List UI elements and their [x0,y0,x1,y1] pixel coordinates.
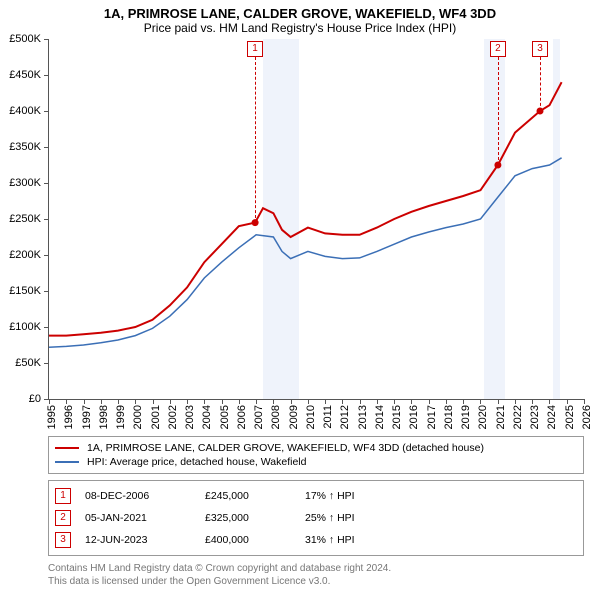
sale-marker: 1 [247,41,263,57]
legend: 1A, PRIMROSE LANE, CALDER GROVE, WAKEFIE… [48,436,584,474]
x-tick-label: 2011 [322,405,334,429]
x-tick-label: 2009 [288,405,300,429]
x-tick-label: 2005 [219,405,231,429]
x-tick-label: 1996 [63,405,75,429]
sale-price: £245,000 [205,490,305,502]
x-tick-label: 2021 [495,405,507,429]
sale-row: 2 05-JAN-2021£325,00025% ↑ HPI [55,507,577,529]
x-tick-label: 2017 [426,405,438,429]
legend-label: HPI: Average price, detached house, Wake… [87,456,306,468]
x-tick-label: 1997 [81,405,93,429]
sale-marker-line [255,57,256,223]
x-tick-label: 1995 [46,405,58,429]
x-tick-label: 2004 [201,405,213,429]
y-tick-label: £200K [9,249,41,261]
sale-row: 1 08-DEC-2006£245,00017% ↑ HPI [55,485,577,507]
x-tick-label: 2010 [305,405,317,429]
sale-price: £325,000 [205,512,305,524]
x-tick-label: 2025 [564,405,576,429]
sale-row-marker: 2 [55,510,71,526]
x-tick-label: 2016 [408,405,420,429]
sale-pct: 17% ↑ HPI [305,490,577,502]
legend-item: 1A, PRIMROSE LANE, CALDER GROVE, WAKEFIE… [55,441,577,455]
legend-item: HPI: Average price, detached house, Wake… [55,455,577,469]
chart-container: 1A, PRIMROSE LANE, CALDER GROVE, WAKEFIE… [0,0,600,590]
y-tick-label: £150K [9,285,41,297]
sale-marker: 2 [490,41,506,57]
attribution-line1: Contains HM Land Registry data © Crown c… [48,562,584,575]
series-line [49,158,562,347]
y-tick-label: £100K [9,321,41,333]
x-tick-label: 1998 [98,405,110,429]
x-tick-label: 2015 [391,405,403,429]
attribution-line2: This data is licensed under the Open Gov… [48,575,584,588]
x-tick-label: 2024 [546,405,558,429]
sale-price: £400,000 [205,534,305,546]
sale-marker: 3 [532,41,548,57]
series-line [49,82,562,335]
legend-swatch [55,447,79,449]
x-tick-label: 2006 [236,405,248,429]
sale-row-marker: 1 [55,488,71,504]
chart-title: 1A, PRIMROSE LANE, CALDER GROVE, WAKEFIE… [0,0,600,21]
y-tick-label: £300K [9,177,41,189]
x-tick-label: 2020 [477,405,489,429]
x-tick-label: 2012 [339,405,351,429]
sales-table: 1 08-DEC-2006£245,00017% ↑ HPI 2 05-JAN-202… [48,480,584,556]
x-tick-label: 2018 [443,405,455,429]
x-tick-label: 2007 [253,405,265,429]
x-tick-label: 2001 [150,405,162,429]
plot-area: £0£50K£100K£150K£200K£250K£300K£350K£400… [48,39,584,400]
x-tick-label: 2026 [581,405,593,429]
x-tick-label: 2022 [512,405,524,429]
y-tick-label: £0 [29,393,41,405]
sale-date: 08-DEC-2006 [85,490,205,502]
x-tick-label: 2002 [167,405,179,429]
y-tick-label: £500K [9,33,41,45]
x-tick-label: 2019 [460,405,472,429]
sale-row: 3 12-JUN-2023£400,00031% ↑ HPI [55,529,577,551]
x-tick-label: 2000 [132,405,144,429]
y-tick-label: £450K [9,69,41,81]
chart-subtitle: Price paid vs. HM Land Registry's House … [0,21,600,39]
sale-pct: 25% ↑ HPI [305,512,577,524]
x-tick-label: 2003 [184,405,196,429]
attribution: Contains HM Land Registry data © Crown c… [48,562,584,588]
x-tick-label: 2014 [374,405,386,429]
y-tick-label: £250K [9,213,41,225]
x-tick-label: 1999 [115,405,127,429]
sale-row-marker: 3 [55,532,71,548]
y-tick-label: £50K [15,357,41,369]
x-tick-label: 2013 [357,405,369,429]
legend-swatch [55,461,79,463]
y-tick-label: £400K [9,105,41,117]
sale-marker-line [540,57,541,111]
legend-label: 1A, PRIMROSE LANE, CALDER GROVE, WAKEFIE… [87,442,484,454]
sale-date: 12-JUN-2023 [85,534,205,546]
sale-marker-line [498,57,499,165]
sale-pct: 31% ↑ HPI [305,534,577,546]
y-tick-label: £350K [9,141,41,153]
x-tick-label: 2008 [270,405,282,429]
x-tick-label: 2023 [529,405,541,429]
sale-date: 05-JAN-2021 [85,512,205,524]
